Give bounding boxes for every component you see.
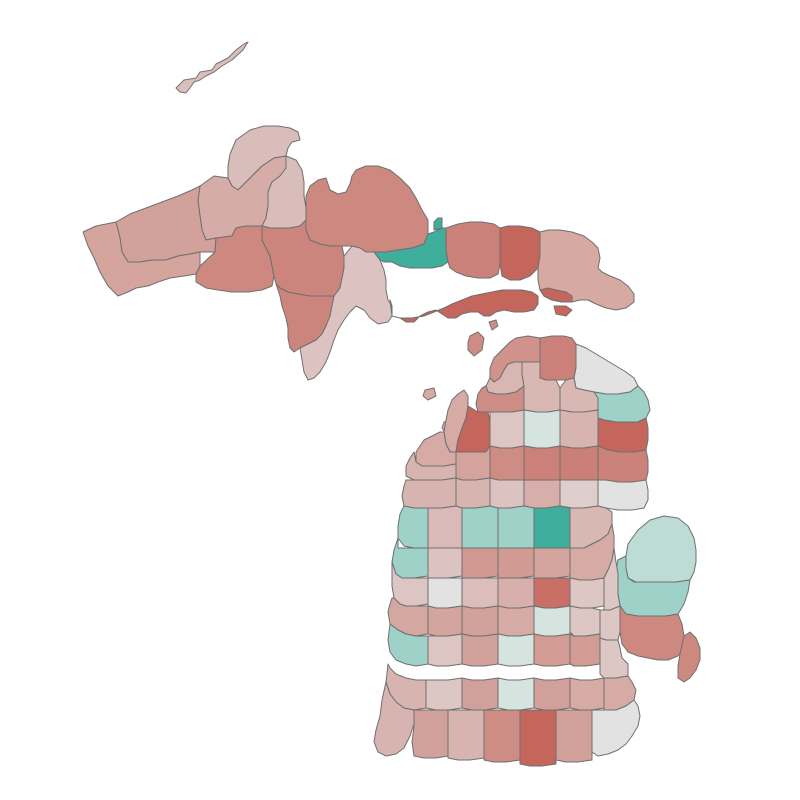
northern-lower-peninsula-group bbox=[401, 319, 651, 511]
county-schoolcraft[interactable] bbox=[445, 221, 501, 279]
thumb-coast-group bbox=[677, 631, 701, 683]
county-washtenaw[interactable] bbox=[533, 633, 571, 667]
county-midland[interactable] bbox=[533, 505, 571, 549]
southern-lower-peninsula-group bbox=[373, 547, 685, 767]
county-roscommon[interactable] bbox=[523, 445, 561, 481]
county-bottom-berrien[interactable] bbox=[373, 681, 415, 757]
county-thumb-east-strip[interactable] bbox=[677, 631, 701, 683]
county-calhoun[interactable] bbox=[461, 633, 499, 667]
county-st-clair[interactable] bbox=[619, 605, 685, 661]
county-branch-row[interactable] bbox=[497, 677, 535, 711]
county-hillsdale-row[interactable] bbox=[533, 677, 571, 711]
county-newaygo[interactable] bbox=[427, 505, 463, 549]
county-bottom-branch[interactable] bbox=[483, 709, 521, 763]
county-kalamazoo[interactable] bbox=[427, 633, 463, 667]
central-lower-peninsula-group bbox=[391, 505, 697, 617]
county-lake[interactable] bbox=[455, 477, 491, 509]
county-delta[interactable] bbox=[299, 245, 393, 381]
county-alcona[interactable] bbox=[597, 409, 649, 453]
county-bottom-cass[interactable] bbox=[411, 709, 449, 759]
upper-peninsula-group bbox=[82, 125, 635, 381]
county-missaukee[interactable] bbox=[489, 445, 525, 481]
island-small-west[interactable] bbox=[422, 387, 437, 401]
county-cheboygan[interactable] bbox=[539, 335, 577, 381]
county-oakland-main[interactable] bbox=[569, 605, 601, 637]
county-cass-row[interactable] bbox=[425, 677, 463, 711]
county-osceola[interactable] bbox=[489, 477, 525, 509]
county-gladwin[interactable] bbox=[559, 479, 599, 509]
county-isle-royale[interactable] bbox=[175, 41, 249, 94]
island-small-north[interactable] bbox=[488, 319, 499, 331]
county-mecosta[interactable] bbox=[461, 505, 499, 549]
county-oscoda[interactable] bbox=[559, 409, 599, 449]
county-macomb-main[interactable] bbox=[599, 605, 621, 641]
county-mackinac[interactable] bbox=[389, 287, 573, 323]
county-livingston[interactable] bbox=[533, 605, 571, 637]
county-isabella[interactable] bbox=[497, 505, 535, 549]
county-bottom-monroe[interactable] bbox=[591, 699, 641, 757]
county-saginaw[interactable] bbox=[497, 547, 535, 579]
county-genesee[interactable] bbox=[569, 577, 605, 609]
county-monroe-upper[interactable] bbox=[599, 633, 629, 679]
county-montcalm[interactable] bbox=[427, 547, 463, 579]
county-wayne[interactable] bbox=[569, 633, 601, 667]
isle-royale-group bbox=[175, 41, 249, 94]
county-clinton[interactable] bbox=[497, 577, 535, 609]
island-bois-blanc[interactable] bbox=[553, 305, 573, 317]
county-bottom-hillsdale[interactable] bbox=[519, 709, 557, 767]
county-clare[interactable] bbox=[523, 479, 561, 509]
county-st-joseph-row[interactable] bbox=[461, 677, 499, 711]
county-shiawassee[interactable] bbox=[533, 577, 571, 609]
county-barry[interactable] bbox=[427, 605, 463, 637]
county-marquette[interactable] bbox=[305, 165, 429, 253]
county-oceana[interactable] bbox=[397, 505, 429, 549]
county-arenac[interactable] bbox=[597, 479, 649, 511]
county-ingham[interactable] bbox=[497, 605, 535, 637]
county-mason[interactable] bbox=[401, 477, 457, 509]
county-crawford[interactable] bbox=[523, 409, 561, 449]
county-ogemaw[interactable] bbox=[559, 445, 599, 481]
county-tuscola[interactable] bbox=[533, 547, 571, 579]
county-lenawee-row[interactable] bbox=[569, 677, 605, 711]
county-kent[interactable] bbox=[427, 577, 463, 609]
county-kalkaska[interactable] bbox=[489, 409, 525, 449]
county-bottom-stjoseph[interactable] bbox=[447, 709, 485, 761]
county-gratiot[interactable] bbox=[461, 547, 499, 579]
island-beaver[interactable] bbox=[467, 331, 485, 357]
county-jackson[interactable] bbox=[497, 633, 535, 667]
county-eaton[interactable] bbox=[461, 605, 499, 637]
county-bottom-lenawee[interactable] bbox=[555, 709, 593, 763]
county-ionia[interactable] bbox=[461, 577, 499, 609]
county-luce[interactable] bbox=[499, 225, 541, 281]
